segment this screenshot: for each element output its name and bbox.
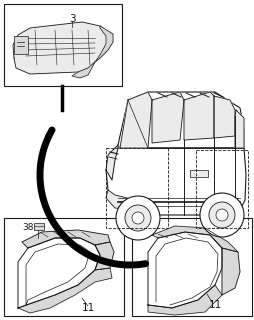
Polygon shape	[235, 110, 244, 148]
Bar	[106, 148, 168, 228]
Circle shape	[209, 202, 235, 228]
Polygon shape	[214, 96, 235, 138]
Circle shape	[200, 193, 244, 237]
Polygon shape	[148, 285, 222, 315]
Polygon shape	[106, 190, 135, 210]
Bar	[4, 218, 124, 316]
Text: 11: 11	[81, 303, 95, 313]
Bar	[14, 36, 28, 54]
Circle shape	[125, 205, 151, 231]
Polygon shape	[13, 22, 113, 74]
Text: 38: 38	[22, 222, 34, 231]
Bar	[190, 170, 208, 177]
Circle shape	[116, 196, 160, 240]
Circle shape	[132, 212, 144, 224]
Polygon shape	[18, 238, 100, 308]
Polygon shape	[222, 248, 240, 295]
Bar	[4, 4, 122, 86]
Circle shape	[216, 209, 228, 221]
Bar	[132, 218, 252, 316]
Polygon shape	[152, 226, 238, 252]
Bar	[34, 223, 44, 230]
Polygon shape	[95, 242, 114, 270]
Polygon shape	[148, 232, 222, 308]
Text: 3: 3	[69, 14, 75, 24]
Text: 11: 11	[208, 300, 222, 310]
Polygon shape	[72, 62, 95, 78]
Polygon shape	[95, 26, 113, 62]
Polygon shape	[184, 92, 214, 140]
Polygon shape	[106, 148, 246, 215]
Polygon shape	[22, 230, 110, 248]
Polygon shape	[152, 92, 184, 143]
Polygon shape	[120, 92, 152, 148]
Bar	[196, 150, 248, 228]
Polygon shape	[18, 268, 112, 313]
Polygon shape	[118, 92, 244, 148]
Polygon shape	[106, 145, 118, 180]
